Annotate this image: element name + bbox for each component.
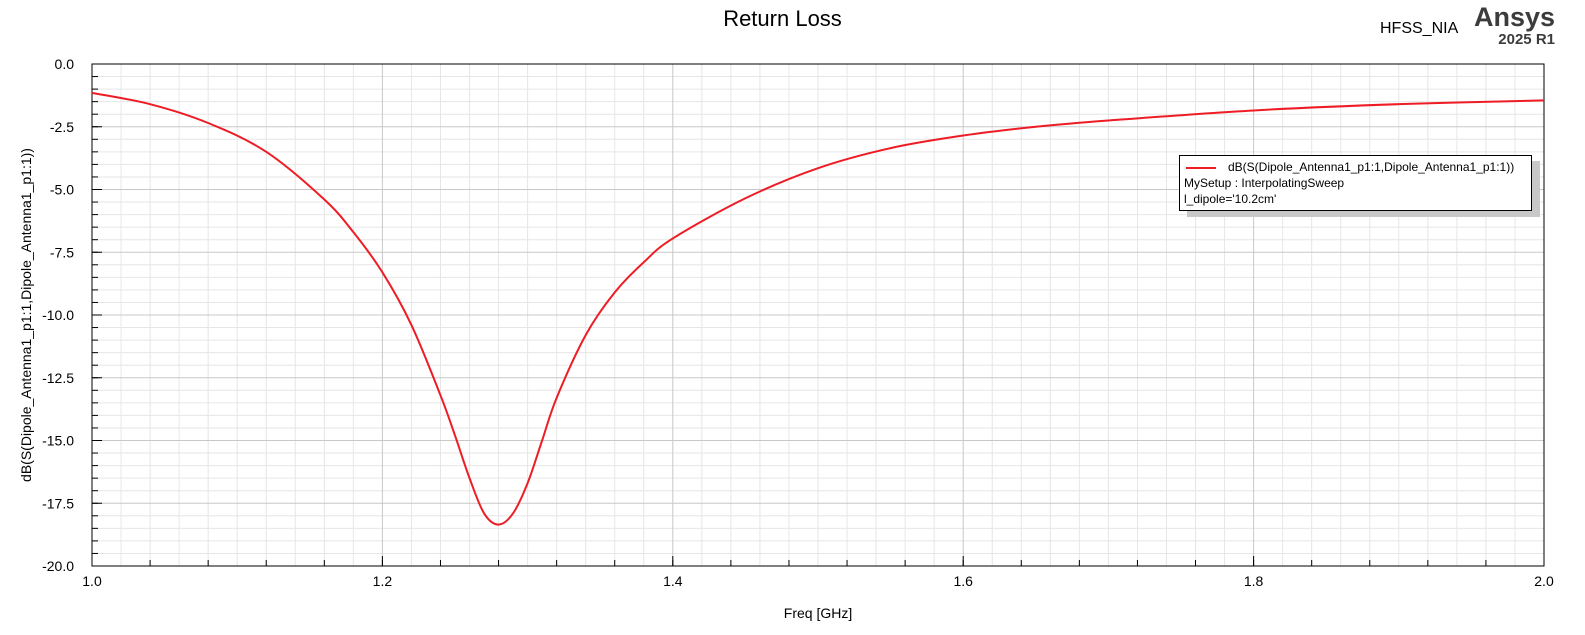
y-tick-label: -10.0 [42, 307, 74, 323]
x-tick-label: 1.4 [663, 573, 683, 589]
y-tick-labels: 0.0 -2.5 -5.0 -7.5 -10.0 -12.5 -15.0 -17.5 -20.0 [42, 56, 74, 574]
x-tick-labels: 1.0 1.2 1.4 1.6 1.8 2.0 [82, 573, 1554, 589]
legend-variable: l_dipole='10.2cm' [1184, 192, 1277, 206]
legend-trace-label: dB(S(Dipole_Antenna1_p1:1,Dipole_Antenna… [1228, 160, 1515, 174]
chart-title: Return Loss [723, 6, 842, 31]
y-tick-label: -5.0 [50, 182, 74, 198]
x-tick-label: 2.0 [1534, 573, 1554, 589]
series-line[interactable] [91, 91, 1545, 526]
y-tick-label: -15.0 [42, 433, 74, 449]
legend-swatch [1186, 166, 1216, 169]
legend-entry: dB(S(Dipole_Antenna1_p1:1,Dipole_Antenna… [1184, 159, 1527, 175]
x-tick-label: 1.8 [1244, 573, 1264, 589]
x-tick-label: 1.0 [82, 573, 102, 589]
brand-version: 2025 R1 [1498, 31, 1555, 48]
y-tick-label: -12.5 [42, 370, 74, 386]
x-tick-label: 1.2 [373, 573, 393, 589]
series-layer [91, 91, 1545, 526]
y-tick-label: -2.5 [50, 119, 74, 135]
axis-ticks [91, 63, 1545, 567]
brand-name: Ansys [1473, 2, 1555, 32]
legend-box[interactable]: dB(S(Dipole_Antenna1_p1:1,Dipole_Antenna… [1179, 155, 1532, 211]
legend-setup: MySetup : InterpolatingSweep [1184, 176, 1345, 190]
y-tick-label: -17.5 [42, 495, 74, 511]
y-tick-label: -20.0 [42, 558, 74, 574]
y-tick-label: 0.0 [55, 56, 75, 72]
y-axis-label: dB(S(Dipole_Antenna1_p1:1,Dipole_Antenna… [18, 148, 34, 482]
y-tick-label: -7.5 [50, 244, 74, 260]
product-name: HFSS_NIA [1380, 20, 1459, 37]
x-tick-label: 1.6 [953, 573, 973, 589]
brand-logo: Ansys 2025 R1 [1473, 2, 1555, 48]
x-axis-label: Freq [GHz] [784, 605, 852, 621]
